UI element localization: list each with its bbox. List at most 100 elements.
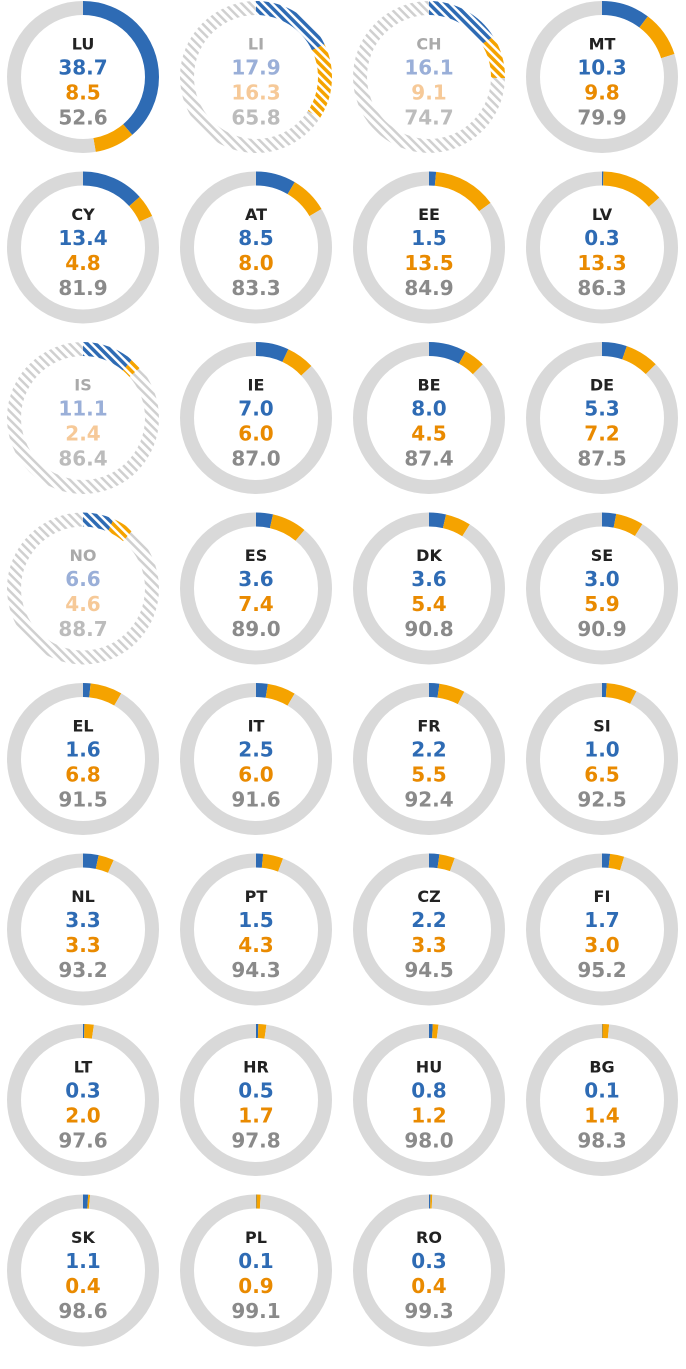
donut-label: CY bbox=[71, 205, 95, 224]
value-label: 10.3 bbox=[577, 56, 626, 80]
donut-label: CH bbox=[416, 35, 441, 54]
value-label: 8.0 bbox=[411, 397, 446, 421]
value-label: 98.6 bbox=[58, 1299, 107, 1323]
donut-segment bbox=[353, 342, 505, 494]
value-label: 6.0 bbox=[238, 422, 273, 446]
donut-label: EL bbox=[72, 717, 93, 736]
value-label: 94.5 bbox=[404, 958, 453, 982]
donut-label: BE bbox=[417, 376, 440, 395]
value-label: 0.3 bbox=[65, 1079, 100, 1103]
value-label: 5.4 bbox=[411, 592, 446, 616]
value-label: 11.1 bbox=[58, 397, 107, 421]
donut-label: MT bbox=[589, 35, 616, 54]
donut-label: LV bbox=[592, 205, 613, 224]
value-label: 91.5 bbox=[58, 788, 107, 812]
value-label: 6.8 bbox=[65, 763, 100, 787]
value-label: 2.0 bbox=[65, 1104, 100, 1128]
donut-label: NL bbox=[71, 887, 95, 906]
value-label: 98.3 bbox=[577, 1129, 626, 1153]
value-label: 16.3 bbox=[231, 81, 280, 105]
donut-segment bbox=[353, 1194, 505, 1347]
value-label: 0.9 bbox=[238, 1274, 273, 1298]
donut-segment bbox=[353, 853, 505, 1006]
donut-segment bbox=[526, 1024, 678, 1176]
value-label: 93.2 bbox=[58, 958, 107, 982]
donut-segment bbox=[353, 1024, 505, 1176]
donut-segment bbox=[7, 853, 159, 1006]
value-label: 5.5 bbox=[411, 763, 446, 787]
value-label: 92.4 bbox=[404, 788, 453, 812]
value-label: 3.3 bbox=[65, 908, 100, 932]
value-label: 87.5 bbox=[577, 447, 626, 471]
donut-label: PL bbox=[245, 1228, 267, 1247]
value-label: 2.2 bbox=[411, 738, 446, 762]
donut-label: IT bbox=[248, 717, 265, 736]
donut-segment bbox=[180, 1, 332, 153]
donut-segment bbox=[180, 342, 332, 494]
value-label: 91.6 bbox=[231, 788, 280, 812]
donut-label: IS bbox=[74, 376, 91, 395]
donut-segment bbox=[353, 171, 505, 324]
donut-segment bbox=[353, 683, 505, 835]
value-label: 52.6 bbox=[58, 106, 107, 130]
value-label: 6.5 bbox=[584, 763, 619, 787]
donut-segment bbox=[7, 1, 159, 153]
donut-segment bbox=[353, 1, 505, 153]
value-label: 9.1 bbox=[411, 81, 446, 105]
donut-segment bbox=[180, 512, 332, 665]
donut-segment bbox=[180, 853, 332, 1006]
donut-segment bbox=[180, 1194, 332, 1347]
donut-segment bbox=[353, 512, 505, 665]
value-label: 94.3 bbox=[231, 958, 280, 982]
donut-label: SK bbox=[71, 1228, 96, 1247]
value-label: 1.6 bbox=[65, 738, 100, 762]
donut-label: ES bbox=[245, 546, 267, 565]
donut-label: FR bbox=[417, 717, 440, 736]
value-label: 7.2 bbox=[584, 422, 619, 446]
value-label: 86.4 bbox=[58, 447, 107, 471]
donut-label: NO bbox=[70, 546, 97, 565]
donut-segment bbox=[7, 342, 159, 494]
value-label: 8.0 bbox=[238, 251, 273, 275]
donut-segment bbox=[526, 171, 678, 324]
value-label: 65.8 bbox=[231, 106, 280, 130]
value-label: 0.3 bbox=[584, 226, 619, 250]
value-label: 0.4 bbox=[411, 1274, 446, 1298]
value-label: 79.9 bbox=[577, 106, 626, 130]
value-label: 87.4 bbox=[404, 447, 453, 471]
donut-label: SE bbox=[591, 546, 613, 565]
donut-segment bbox=[180, 171, 332, 324]
donut-segment bbox=[526, 342, 678, 494]
donut-label: IE bbox=[248, 376, 265, 395]
value-label: 4.8 bbox=[65, 251, 100, 275]
value-label: 0.5 bbox=[238, 1079, 273, 1103]
value-label: 2.2 bbox=[411, 908, 446, 932]
donut-segment bbox=[526, 683, 678, 835]
value-label: 3.0 bbox=[584, 567, 619, 591]
value-label: 1.5 bbox=[411, 226, 446, 250]
value-label: 9.8 bbox=[584, 81, 619, 105]
value-label: 97.8 bbox=[231, 1129, 280, 1153]
value-label: 87.0 bbox=[231, 447, 280, 471]
value-label: 98.0 bbox=[404, 1129, 453, 1153]
donut-label: SI bbox=[593, 717, 610, 736]
value-label: 8.5 bbox=[238, 226, 273, 250]
value-label: 6.0 bbox=[238, 763, 273, 787]
value-label: 97.6 bbox=[58, 1129, 107, 1153]
donut-segment bbox=[526, 1, 678, 153]
value-label: 1.5 bbox=[238, 908, 273, 932]
value-label: 1.0 bbox=[584, 738, 619, 762]
value-label: 99.3 bbox=[404, 1299, 453, 1323]
value-label: 84.9 bbox=[404, 276, 453, 300]
value-label: 13.3 bbox=[577, 251, 626, 275]
value-label: 5.3 bbox=[584, 397, 619, 421]
donut-segment bbox=[526, 512, 678, 665]
value-label: 3.3 bbox=[65, 933, 100, 957]
donut-label: AT bbox=[245, 205, 267, 224]
value-label: 89.0 bbox=[231, 617, 280, 641]
value-label: 7.4 bbox=[238, 592, 273, 616]
value-label: 17.9 bbox=[231, 56, 280, 80]
donut-label: LI bbox=[248, 35, 264, 54]
donut-segment bbox=[7, 683, 159, 835]
